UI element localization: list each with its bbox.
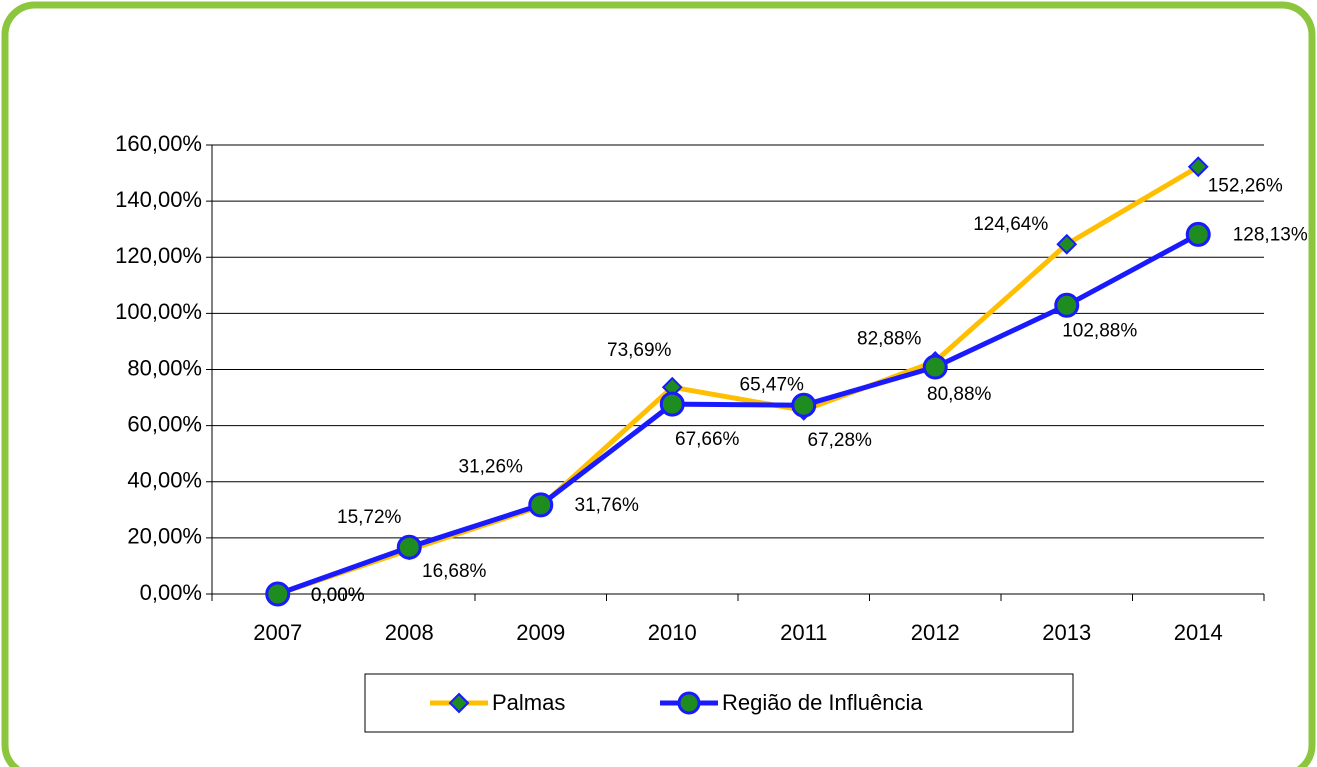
x-tick-label: 2009 (516, 620, 565, 645)
data-label: 73,69% (607, 340, 672, 361)
x-tick-label: 2014 (1174, 620, 1223, 645)
legend-marker (677, 691, 701, 715)
data-label: 82,88% (857, 328, 922, 349)
data-label: 128,13% (1233, 224, 1308, 245)
x-tick-label: 2012 (911, 620, 960, 645)
data-label: 80,88% (927, 384, 992, 405)
data-label: 0,00% (311, 585, 365, 606)
marker (265, 581, 291, 607)
legend-label: Região de Influência (722, 690, 923, 715)
y-tick-label: 80,00% (127, 355, 202, 380)
y-tick-label: 40,00% (127, 468, 202, 493)
x-tick-label: 2007 (253, 620, 302, 645)
data-label: 102,88% (1062, 320, 1137, 341)
marker (1056, 233, 1078, 255)
y-tick-label: 100,00% (115, 299, 202, 324)
data-label: 16,68% (422, 561, 487, 582)
data-label: 152,26% (1208, 176, 1283, 197)
data-label: 67,28% (808, 430, 873, 451)
data-label: 65,47% (740, 374, 805, 395)
x-tick-label: 2010 (648, 620, 697, 645)
marker (922, 354, 948, 380)
marker (528, 492, 554, 518)
series-line (276, 232, 1200, 597)
x-tick-label: 2008 (385, 620, 434, 645)
data-label: 67,66% (675, 429, 740, 450)
y-tick-label: 20,00% (127, 524, 202, 549)
data-label: 15,72% (337, 507, 402, 528)
data-label: 0,00% (311, 585, 365, 606)
marker (1187, 156, 1209, 178)
x-tick-label: 2013 (1042, 620, 1091, 645)
marker (1054, 292, 1080, 318)
y-tick-label: 60,00% (127, 411, 202, 436)
data-label: 31,76% (575, 495, 640, 516)
marker (791, 392, 817, 418)
data-label: 31,26% (459, 456, 524, 477)
marker (659, 391, 685, 417)
y-tick-label: 140,00% (115, 187, 202, 212)
y-tick-label: 160,00% (115, 131, 202, 156)
x-tick-label: 2011 (780, 620, 827, 645)
legend-marker (448, 692, 470, 714)
legend-label: Palmas (492, 690, 565, 715)
y-tick-label: 120,00% (115, 243, 202, 268)
marker (1185, 221, 1211, 247)
y-tick-label: 0,00% (140, 580, 202, 605)
data-label: 124,64% (973, 214, 1048, 235)
marker (396, 534, 422, 560)
